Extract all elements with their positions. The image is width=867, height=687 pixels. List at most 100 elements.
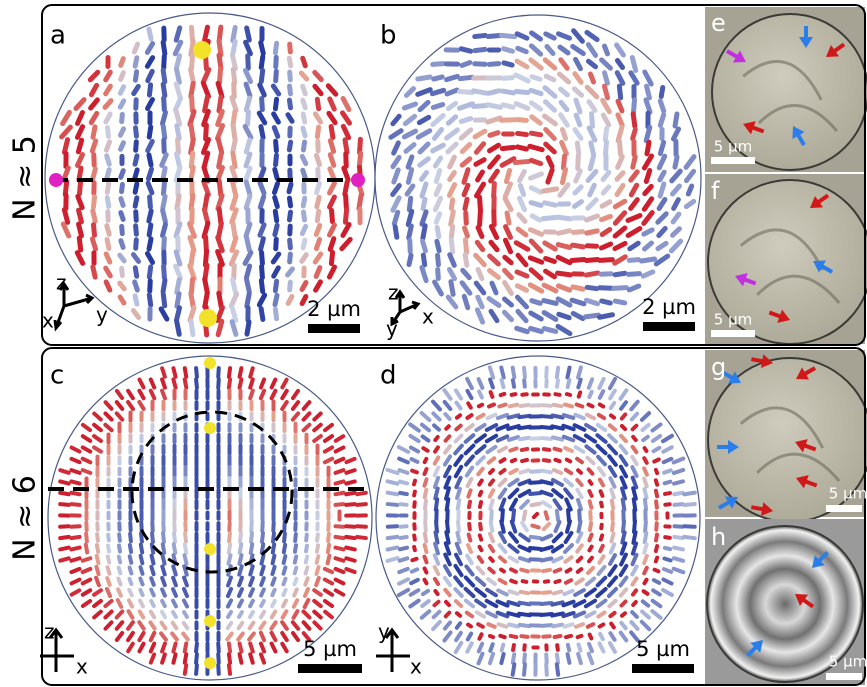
director-rod [336, 504, 344, 505]
director-rod [622, 532, 624, 542]
director-rod [542, 558, 552, 560]
director-rod [457, 613, 460, 616]
director-rod [513, 380, 514, 387]
director-rod [423, 591, 428, 594]
director-rod [488, 105, 501, 108]
row-label: N ≈ 6 [8, 475, 43, 561]
director-rod [590, 481, 592, 484]
director-rod [229, 534, 230, 542]
director-rod [317, 99, 318, 109]
director-rod [546, 512, 548, 518]
director-rod [276, 239, 277, 249]
director-rod [579, 392, 580, 396]
director-rod [524, 380, 525, 386]
director-rod [262, 266, 263, 277]
director-rod [555, 460, 559, 461]
director-rod [60, 526, 69, 527]
director-rod [273, 533, 274, 541]
director-rod [316, 578, 319, 585]
director-rod [162, 578, 165, 585]
director-rod [136, 226, 137, 235]
director-rod [360, 139, 361, 152]
director-rod [122, 226, 123, 233]
director-rod [229, 544, 230, 552]
director-rod [191, 83, 193, 96]
director-rod [478, 269, 482, 278]
director-rod [261, 601, 264, 606]
director-rod [480, 492, 481, 495]
director-rod [71, 481, 79, 483]
director-rod [647, 86, 650, 98]
director-rod [233, 181, 236, 194]
director-rod [192, 97, 193, 111]
director-rod [465, 255, 467, 266]
director-rod [130, 545, 131, 552]
director-rod [434, 602, 438, 605]
director-rod [557, 217, 570, 219]
director-rod [246, 196, 250, 208]
director-rod [239, 578, 242, 586]
director-rod [151, 567, 153, 574]
director-rod [130, 534, 131, 541]
panel-label: d [380, 361, 397, 391]
director-rod [436, 499, 437, 509]
director-rod [122, 184, 123, 191]
director-rod [457, 489, 460, 498]
director-rod [107, 589, 110, 596]
director-rod [331, 252, 332, 263]
director-rod [610, 613, 614, 616]
director-rod [346, 548, 354, 550]
director-rod [543, 570, 550, 571]
director-rod [177, 126, 179, 139]
director-rod [504, 63, 512, 65]
director-rod [579, 510, 580, 520]
director-rod [542, 625, 552, 626]
director-rod [79, 238, 80, 250]
director-rod [162, 567, 164, 575]
director-rod [262, 555, 264, 563]
director-rod [432, 90, 443, 93]
director-rod [71, 470, 79, 473]
director-rod [468, 545, 471, 552]
director-rod [96, 578, 99, 585]
director-rod [436, 170, 439, 181]
director-rod [633, 602, 636, 605]
director-rod [600, 634, 603, 639]
director-rod [522, 460, 527, 461]
director-rod [500, 636, 504, 637]
director-rod [644, 479, 647, 487]
director-rod [121, 143, 124, 150]
director-rod [176, 112, 179, 124]
director-rod [532, 77, 540, 80]
director-rod [394, 212, 397, 223]
director-rod [93, 225, 94, 236]
director-rod [60, 481, 69, 483]
director-rod [250, 379, 253, 387]
director-rod [544, 329, 556, 332]
director-rod [233, 69, 235, 82]
director-rod [196, 665, 197, 674]
director-rod [261, 309, 263, 320]
director-rod [400, 482, 407, 484]
director-rod [173, 612, 176, 617]
director-rod [206, 125, 207, 139]
director-rod [490, 470, 493, 473]
director-rod [229, 379, 230, 387]
director-rod [572, 300, 584, 304]
axis-label: x [422, 305, 434, 329]
director-rod [531, 160, 540, 163]
panel-label: a [50, 21, 66, 51]
director-rod [462, 63, 470, 66]
director-rod [272, 590, 274, 595]
director-rod [65, 182, 66, 195]
director-rod [228, 612, 231, 617]
director-rod [479, 392, 482, 398]
director-rod [400, 537, 406, 538]
director-rod [218, 368, 219, 377]
director-rod [643, 437, 648, 440]
director-rod [499, 404, 505, 406]
director-rod [118, 589, 121, 595]
director-rod [502, 91, 513, 93]
director-rod [275, 169, 277, 178]
director-rod [515, 161, 528, 162]
